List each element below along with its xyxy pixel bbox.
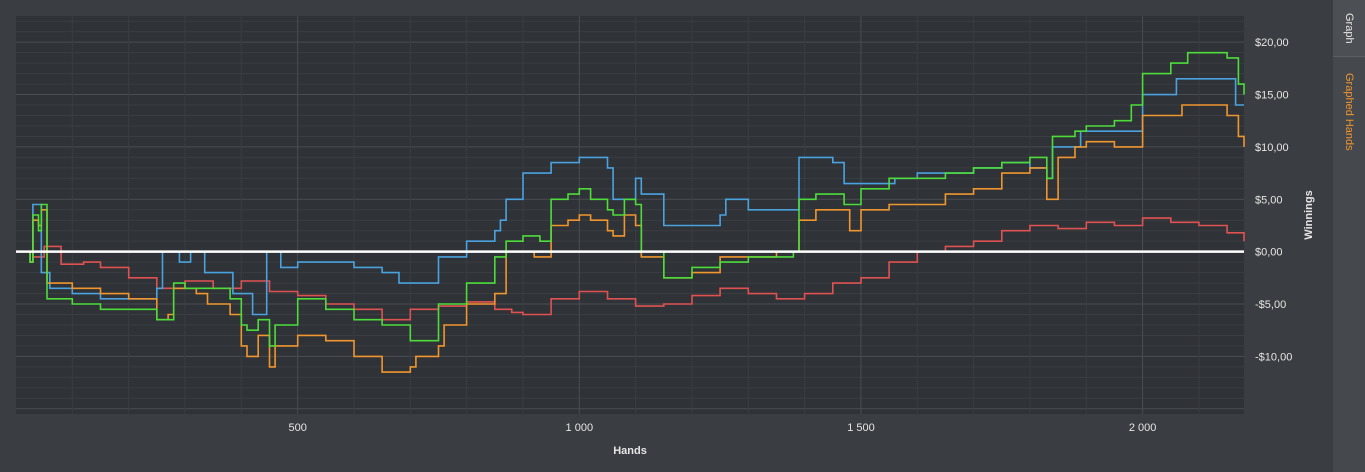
tab-graphed-hands[interactable]: Graphed Hands <box>1333 57 1365 167</box>
y-tick-label: $5,00 <box>1255 194 1283 206</box>
x-tick-label: 1 000 <box>566 422 594 434</box>
y-axis-label: Winnings <box>1303 190 1315 239</box>
y-tick-label: -$10,00 <box>1255 351 1292 363</box>
x-axis-label: Hands <box>613 445 647 457</box>
y-tick-label: $0,00 <box>1255 247 1283 259</box>
tab-graphed-hands-label: Graphed Hands <box>1343 73 1355 151</box>
y-tick-label: $15,00 <box>1255 90 1289 102</box>
x-tick-label: 2 000 <box>1129 422 1157 434</box>
y-axis-ticks: $20,00 $15,00 $10,00 $5,00 $0,00 -$5,00 -$10,0… <box>1255 37 1292 363</box>
series-line-4 <box>16 51 1245 347</box>
right-sidebar: Graph Graphed Hands <box>1333 0 1365 472</box>
y-tick-label: $10,00 <box>1255 142 1289 154</box>
y-tick-label: -$5,00 <box>1255 299 1286 311</box>
y-tick-label: $20,00 <box>1255 37 1289 49</box>
x-tick-label: 1 500 <box>847 422 875 434</box>
x-axis-ticks: 500 1 000 1 500 2 000 <box>288 422 1156 434</box>
x-tick-label: 500 <box>288 422 306 434</box>
tab-graph[interactable]: Graph <box>1333 0 1365 57</box>
tab-graph-label: Graph <box>1343 12 1355 44</box>
grid-lines <box>16 16 1244 414</box>
